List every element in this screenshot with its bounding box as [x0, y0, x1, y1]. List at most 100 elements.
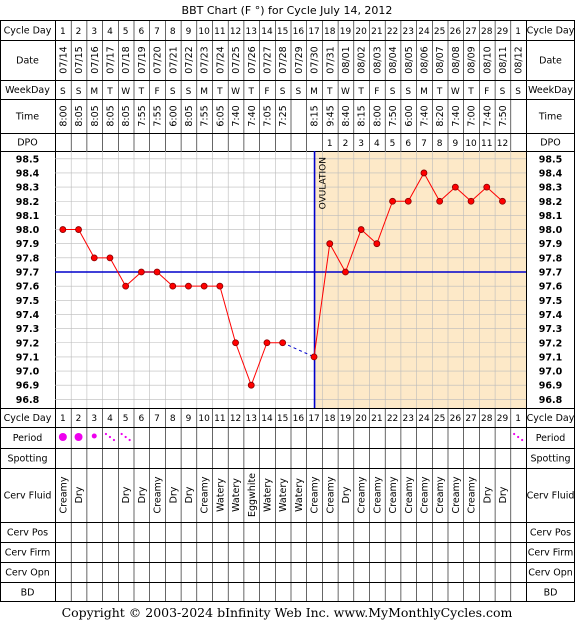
date-cell: 08/03	[372, 46, 383, 73]
time-cell: 8:05	[74, 105, 85, 126]
time-cell: 6:00	[404, 105, 415, 126]
dpo-cell: 9	[452, 139, 458, 149]
temp-line-segment	[486, 186, 503, 202]
row-label-pos: Cerv Pos	[7, 528, 48, 539]
weekday-cell: S	[515, 87, 521, 97]
temp-point	[499, 197, 506, 205]
y-tick-label-right: 96.8	[539, 395, 563, 406]
temp-point	[310, 353, 318, 361]
cycle-day-cell: 9	[186, 27, 192, 37]
cycle-day-cell-bottom: 25	[434, 414, 445, 424]
cycle-day-cell-bottom: 22	[387, 414, 398, 424]
cerv-fluid-cell: Dry	[74, 486, 85, 503]
period-light-marker	[112, 438, 116, 442]
temp-point	[357, 226, 365, 233]
cycle-day-cell-bottom: 15	[277, 414, 288, 424]
cycle-day-cell-bottom: 20	[355, 414, 367, 424]
y-tick-label-left: 98.0	[16, 225, 40, 236]
date-cell: 08/08	[451, 46, 462, 73]
row-label-right-pos: Cerv Pos	[530, 528, 571, 539]
dpo-cell: 12	[497, 139, 508, 149]
temp-point	[263, 339, 271, 347]
cerv-fluid-cell: Watery	[294, 478, 305, 512]
cerv-fluid-cell: Creamy	[153, 476, 164, 513]
dpo-cell: 10	[465, 139, 477, 149]
row-label-cday2: Cycle Day	[4, 413, 52, 424]
weekday-cell: T	[138, 87, 145, 97]
cycle-day-cell: 19	[340, 27, 352, 37]
temp-line-segment	[313, 243, 331, 357]
y-tick-label-left: 97.2	[16, 338, 39, 349]
period-light-marker	[128, 438, 131, 442]
temp-point	[326, 240, 334, 248]
y-tick-label-right: 98.1	[539, 211, 562, 222]
y-tick-label-right: 98.5	[539, 154, 562, 165]
y-tick-label-left: 97.4	[16, 310, 40, 321]
cycle-day-cell: 5	[123, 27, 129, 37]
row-label-right-spot: Spotting	[530, 454, 570, 465]
temp-point	[200, 282, 208, 290]
date-cell: 08/10	[482, 46, 493, 73]
date-cell: 08/01	[341, 46, 352, 73]
date-cell: 07/26	[247, 46, 258, 73]
time-cell: 7:40	[231, 105, 242, 126]
period-heavy-marker	[58, 433, 67, 441]
weekday-cell: T	[106, 87, 113, 97]
dpo-cell: 1	[327, 139, 333, 149]
y-tick-label-right: 97.2	[539, 338, 562, 349]
cycle-day-cell-bottom: 28	[481, 414, 493, 424]
cycle-day-cell: 28	[481, 27, 493, 37]
temp-line-segment	[470, 186, 488, 202]
weekday-cell: T	[467, 87, 474, 97]
temp-point	[279, 339, 287, 347]
cycle-day-cell: 3	[91, 27, 97, 37]
date-cell: 08/07	[435, 46, 446, 73]
time-cell: 8:05	[184, 105, 195, 126]
cycle-day-cell-bottom: 1	[60, 414, 66, 424]
y-tick-label-right: 98.3	[539, 183, 562, 194]
cerv-fluid-cell: Creamy	[404, 476, 415, 513]
cerv-fluid-cell: Creamy	[419, 476, 430, 513]
y-tick-label-left: 97.5	[16, 296, 39, 307]
weekday-cell: S	[390, 87, 396, 97]
time-cell: 7:55	[153, 105, 164, 126]
cycle-day-cell: 8	[170, 27, 176, 37]
time-cell: 7:25	[278, 105, 289, 126]
weekday-cell: T	[326, 87, 333, 97]
copyright-footer: Copyright © 2003-2024 bInfinity Web Inc.…	[62, 605, 513, 620]
period-light-marker	[104, 432, 108, 436]
date-cell: 08/04	[388, 46, 399, 73]
dpo-cell: 6	[405, 139, 411, 149]
cerv-fluid-cell: Dry	[168, 486, 179, 503]
y-tick-label-right: 97.9	[539, 239, 562, 250]
dpo-cell: 11	[481, 139, 492, 149]
cerv-fluid-cell: Watery	[262, 478, 273, 512]
cerv-fluid-cell: Dry	[498, 486, 509, 503]
y-tick-label-left: 97.6	[16, 282, 40, 293]
cycle-day-cell: 26	[450, 27, 462, 37]
weekday-cell: T	[357, 87, 364, 97]
temp-line-segment	[376, 201, 394, 244]
temp-point	[483, 183, 491, 191]
cycle-day-cell: 24	[418, 27, 430, 37]
y-tick-label-right: 98.4	[539, 168, 563, 179]
cycle-day-cell-bottom: 7	[154, 414, 160, 424]
date-cell: 07/20	[153, 46, 164, 73]
weekday-cell: F	[264, 87, 269, 97]
y-tick-label-left: 97.8	[16, 253, 40, 264]
temp-point	[373, 240, 381, 248]
cycle-day-cell-bottom: 12	[230, 414, 241, 424]
temp-line-segment	[360, 229, 378, 245]
cycle-day-cell-bottom: 23	[403, 414, 414, 424]
temp-point	[451, 183, 459, 191]
row-label-cday: Cycle Day	[4, 26, 52, 37]
cycle-day-cell-bottom: 16	[293, 414, 305, 424]
temp-point	[153, 268, 161, 276]
weekday-cell: F	[484, 87, 489, 97]
weekday-cell: M	[420, 87, 428, 97]
period-light-marker	[108, 435, 112, 439]
cerv-fluid-cell: Dry	[184, 486, 195, 503]
chart-title: BBT Chart (F °) for Cycle July 14, 2012	[182, 4, 393, 17]
time-cell: 8:20	[435, 105, 446, 126]
cerv-fluid-cell: Watery	[278, 478, 289, 512]
